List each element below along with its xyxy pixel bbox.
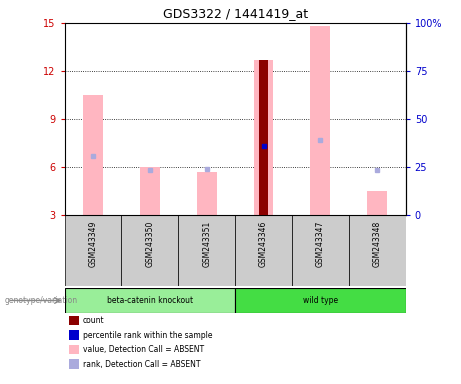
Title: GDS3322 / 1441419_at: GDS3322 / 1441419_at	[163, 7, 307, 20]
FancyBboxPatch shape	[349, 215, 406, 286]
Text: GSM243351: GSM243351	[202, 221, 211, 267]
Text: GSM243350: GSM243350	[145, 221, 154, 267]
FancyBboxPatch shape	[65, 215, 121, 286]
Bar	[235, 288, 406, 313]
FancyBboxPatch shape	[235, 215, 292, 286]
Text: count: count	[83, 316, 105, 325]
Text: GSM243349: GSM243349	[89, 221, 97, 267]
FancyBboxPatch shape	[178, 215, 235, 286]
Bar	[259, 60, 268, 215]
Bar	[254, 60, 273, 215]
FancyBboxPatch shape	[292, 215, 349, 286]
Text: rank, Detection Call = ABSENT: rank, Detection Call = ABSENT	[83, 360, 201, 369]
Bar	[83, 95, 103, 215]
Text: beta-catenin knockout: beta-catenin knockout	[107, 296, 193, 305]
Bar	[197, 172, 217, 215]
Bar	[310, 26, 331, 215]
Bar	[367, 191, 387, 215]
Bar	[65, 288, 235, 313]
Bar	[140, 167, 160, 215]
Text: wild type: wild type	[303, 296, 338, 305]
Text: value, Detection Call = ABSENT: value, Detection Call = ABSENT	[83, 345, 204, 354]
Text: genotype/variation: genotype/variation	[5, 296, 78, 305]
Text: GSM243348: GSM243348	[373, 221, 382, 267]
FancyBboxPatch shape	[121, 215, 178, 286]
Text: GSM243346: GSM243346	[259, 221, 268, 267]
Text: GSM243347: GSM243347	[316, 221, 325, 267]
Text: percentile rank within the sample: percentile rank within the sample	[83, 331, 213, 339]
